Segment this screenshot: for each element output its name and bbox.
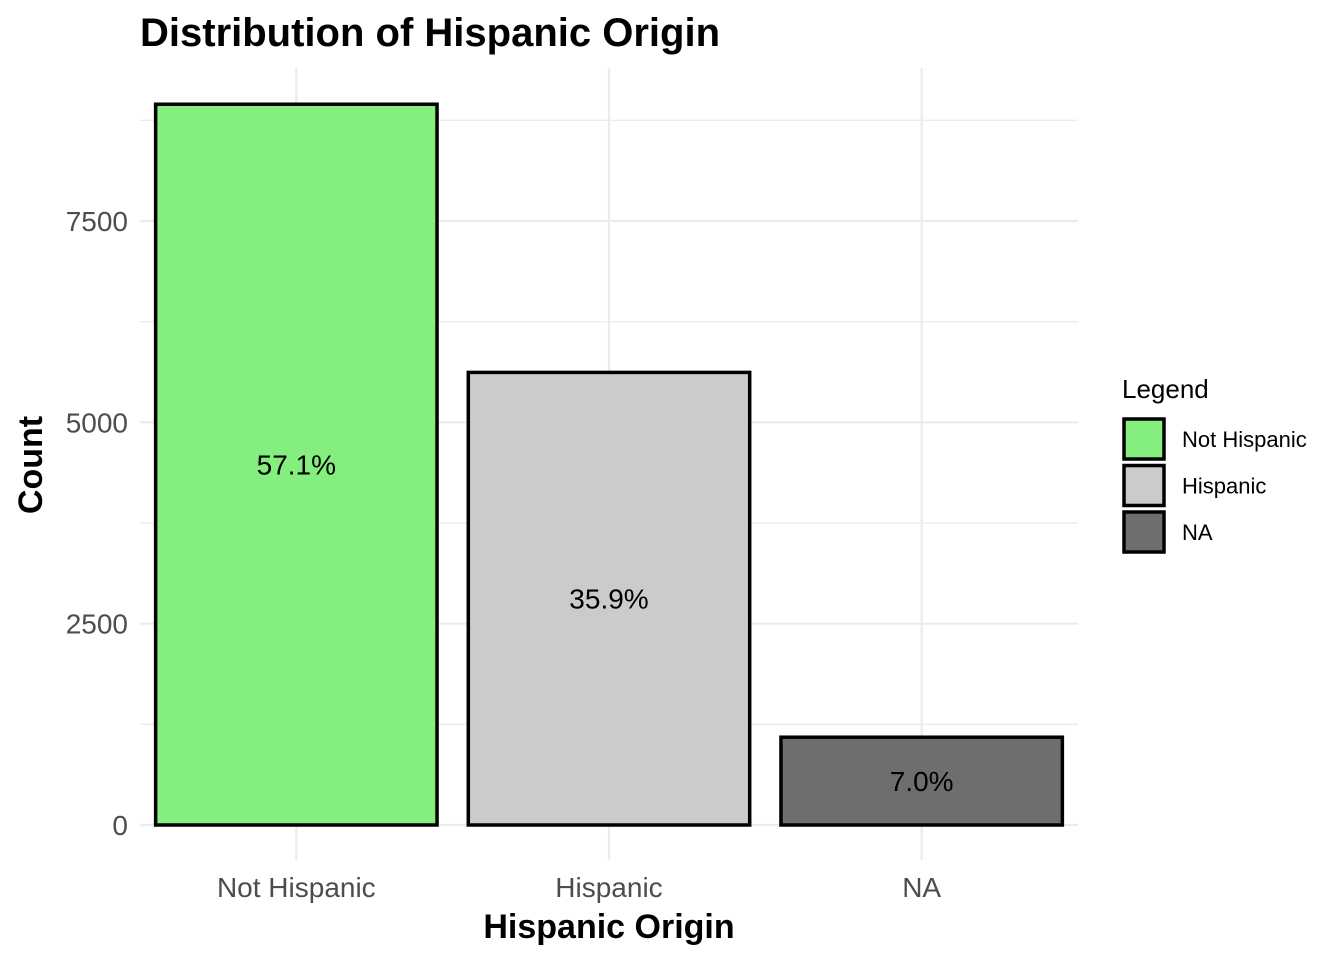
legend-label: Hispanic <box>1182 474 1266 499</box>
data-label: 57.1% <box>257 450 336 481</box>
bars <box>153 102 1065 827</box>
bar-hispanic <box>466 370 752 827</box>
legend-swatch <box>1122 417 1166 461</box>
x-tick-label: NA <box>902 872 941 903</box>
data-label: 35.9% <box>569 584 648 615</box>
bar-not-hispanic <box>153 102 439 827</box>
legend-label: NA <box>1182 520 1213 545</box>
chart-title: Distribution of Hispanic Origin <box>140 11 720 55</box>
y-tick-label: 7500 <box>66 206 128 237</box>
legend: Legend Not Hispanic Hispanic NA <box>1122 374 1307 554</box>
bar-na <box>779 735 1065 827</box>
x-axis-ticks: Not Hispanic Hispanic NA <box>217 872 941 903</box>
x-tick-label: Not Hispanic <box>217 872 376 903</box>
y-tick-label: 0 <box>112 810 128 841</box>
legend-title: Legend <box>1122 374 1209 404</box>
data-labels: 57.1% 35.9% 7.0% <box>257 450 954 797</box>
y-tick-label: 5000 <box>66 407 128 438</box>
legend-label: Not Hispanic <box>1182 427 1307 452</box>
x-axis-title: Hispanic Origin <box>483 908 734 946</box>
y-tick-label: 2500 <box>66 609 128 640</box>
y-axis-ticks: 0 2500 5000 7500 <box>66 206 128 841</box>
data-label: 7.0% <box>890 766 954 797</box>
legend-swatch <box>1122 510 1166 554</box>
y-axis-title: Count <box>12 416 50 514</box>
x-tick-label: Hispanic <box>555 872 662 903</box>
legend-swatch <box>1122 463 1166 508</box>
